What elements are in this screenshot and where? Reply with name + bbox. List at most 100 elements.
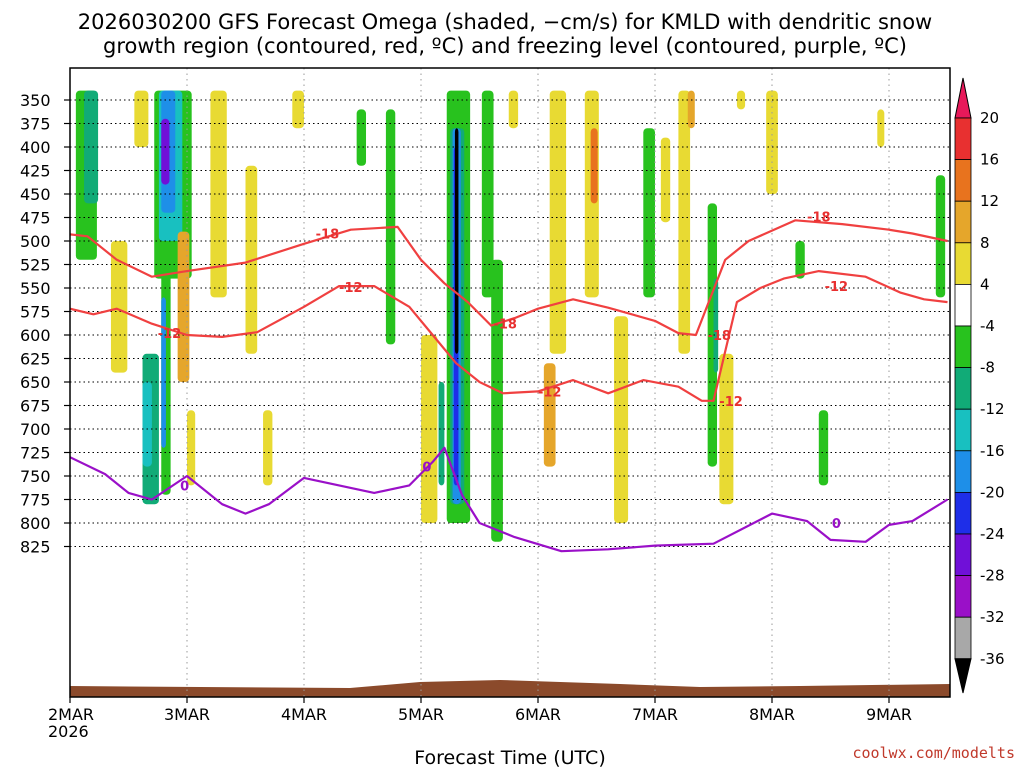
y-tick-label: 600 [20, 326, 51, 345]
omega-cell [454, 128, 459, 354]
x-tick-label: 7MAR [632, 705, 678, 724]
colorbar-segment [954, 117, 972, 160]
y-tick-label: 550 [20, 279, 51, 298]
y-tick-label: 675 [20, 397, 51, 416]
y-tick-label: 450 [20, 185, 51, 204]
y-tick-label: 800 [20, 514, 51, 533]
x-tick-label: 2MAR [48, 705, 94, 724]
colorbar-label: -24 [980, 525, 1005, 543]
omega-cell [292, 90, 304, 129]
omega-cell [713, 278, 719, 373]
colorbar-label: -8 [980, 359, 995, 377]
colorbar-segment [954, 450, 972, 493]
contour-label: -12 [825, 280, 849, 295]
omega-cell [935, 175, 946, 298]
y-tick-label: 575 [20, 303, 51, 322]
y-tick-label: 700 [20, 420, 51, 439]
omega-cell [134, 90, 149, 147]
contour-label: 0 [422, 461, 431, 476]
contour-label: 0 [832, 517, 841, 532]
colorbar-segment [954, 616, 972, 660]
y-tick-label: 500 [20, 232, 51, 251]
x-tick-label: 6MAR [515, 705, 561, 724]
colorbar-segment [954, 491, 972, 535]
omega-cell [491, 259, 503, 542]
y-tick-label: 750 [20, 467, 51, 486]
x-tick-label: 3MAR [164, 705, 210, 724]
colorbar-bottom-arrow [954, 658, 972, 694]
y-axis: 350 375 400 425 450 475 500 525 550 575 600 625 650 6… [20, 91, 70, 557]
omega-cell [719, 353, 734, 505]
contour-label: 0 [180, 479, 189, 494]
omega-cell [508, 90, 519, 129]
x-tick-label: 5MAR [398, 705, 444, 724]
omega-cell [818, 410, 829, 486]
temperature-contours [70, 219, 949, 553]
contour-label: -18 [493, 318, 517, 333]
y-tick-label: 425 [20, 162, 51, 181]
omega-cell [110, 241, 128, 373]
chart-title-line-2: growth region (contoured, red, ºC) and f… [103, 34, 907, 58]
omega-cell [263, 410, 273, 486]
dgz-minus18-contour [70, 219, 948, 337]
omega-cell [356, 109, 367, 166]
omega-cell [142, 382, 152, 467]
omega-shading [75, 90, 946, 542]
omega-cell [687, 90, 695, 129]
colorbar-label: -28 [980, 567, 1005, 585]
omega-cell [549, 90, 567, 354]
colorbar-segment [954, 367, 972, 410]
colorbar-label: -20 [980, 483, 1005, 501]
omega-cell [161, 297, 166, 448]
omega-cell [84, 90, 99, 204]
chart-title: 2026030200 GFS Forecast Omega (shaded, −… [78, 10, 932, 58]
omega-cell [187, 410, 196, 486]
colorbar-label: 12 [980, 192, 999, 210]
contour-labels: -18 -12 -12 -18 -12 -18 -12 -18 -12 0 0 0 [158, 211, 848, 532]
credit-text: coolwx.com/modelts [852, 744, 1015, 762]
y-tick-label: 775 [20, 491, 51, 510]
omega-cell [766, 90, 778, 194]
y-tick-label: 825 [20, 538, 51, 557]
colorbar-segment [954, 575, 972, 618]
freezing-level-contour [70, 446, 949, 553]
x-axis: 2MAR 3MAR 4MAR 5MAR 6MAR 7MAR 8MAR 9MAR [48, 697, 912, 724]
x-axis-year: 2026 [48, 722, 89, 741]
omega-cell [614, 316, 629, 523]
contour-label: -18 [708, 329, 732, 344]
omega-cell [678, 90, 691, 354]
contour-label: -12 [719, 395, 743, 410]
colorbar-segment [954, 408, 972, 452]
omega-cell [543, 363, 556, 467]
omega-cell [795, 241, 805, 279]
omega-cell [177, 231, 190, 382]
y-tick-label: 525 [20, 256, 51, 275]
grid-lines [70, 68, 950, 697]
colorbar-label: -32 [980, 608, 1005, 626]
y-tick-label: 400 [20, 138, 51, 157]
colorbar-label: -16 [980, 442, 1005, 460]
omega-cell [660, 137, 671, 223]
colorbar-segment [954, 159, 972, 202]
contour-label: -12 [158, 327, 182, 342]
x-tick-label: 8MAR [749, 705, 795, 724]
y-tick-label: 475 [20, 209, 51, 228]
ground-fill [70, 680, 950, 697]
colorbar-segment [954, 325, 972, 368]
contour-label: -18 [807, 211, 831, 226]
x-tick-label: 4MAR [281, 705, 327, 724]
x-tick-label: 9MAR [866, 705, 912, 724]
colorbar-label: 4 [980, 275, 990, 293]
dgz-minus12-contour [70, 270, 948, 402]
colorbar-segment [954, 200, 972, 244]
colorbar-label: 16 [980, 151, 999, 169]
x-axis-label: Forecast Time (UTC) [414, 747, 605, 768]
colorbar-label: -12 [980, 400, 1005, 418]
colorbar-label: 8 [980, 234, 990, 252]
y-tick-label: 650 [20, 373, 51, 392]
contour-label: -12 [339, 281, 363, 296]
y-tick-label: 725 [20, 444, 51, 463]
contour-label: -18 [316, 227, 340, 242]
colorbar-segment [954, 283, 972, 327]
